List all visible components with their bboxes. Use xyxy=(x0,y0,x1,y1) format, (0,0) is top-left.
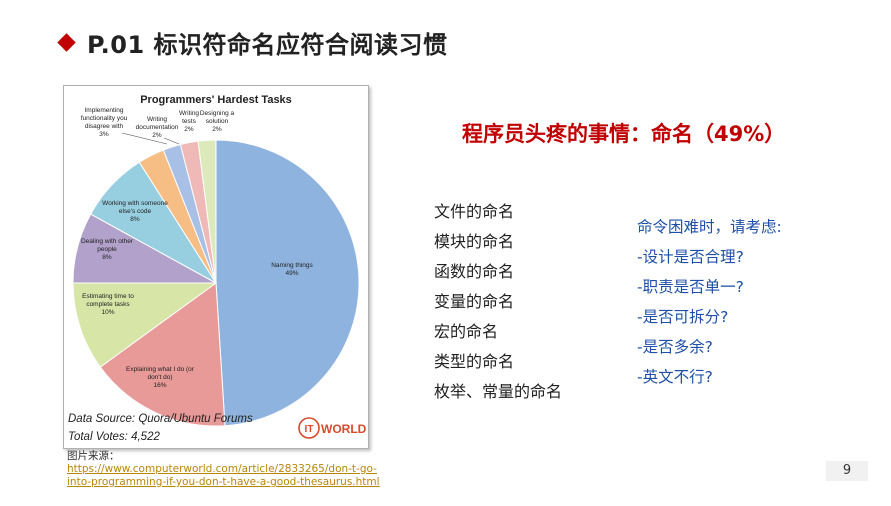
headline: 程序员头疼的事情：命名（49%） xyxy=(462,122,786,146)
pie-slice xyxy=(72,282,218,368)
pie-slice xyxy=(215,139,360,427)
slice-label: Naming things 49% xyxy=(271,262,313,277)
naming-list: 文件的命名 模块的命名 函数的命名 变量的命名 宏的命名 类型的命名 枚举、常量… xyxy=(434,197,562,407)
pie-slice xyxy=(197,139,217,284)
diamond-bullet-icon xyxy=(57,32,76,52)
list-item: 变量的命名 xyxy=(434,292,515,311)
leader-line xyxy=(121,132,168,145)
leader-line xyxy=(163,137,180,145)
page-number: 9 xyxy=(826,461,868,481)
list-item: 枚举、常量的命名 xyxy=(434,382,563,401)
advice-item: -设计是否合理? xyxy=(637,248,744,266)
chart-title: Programmers' Hardest Tasks xyxy=(140,94,292,106)
list-item: 函数的命名 xyxy=(434,262,515,281)
slice-label: Implementing functionality you disagree wi… xyxy=(81,107,128,138)
logo-world-text: WORLD xyxy=(321,422,367,436)
source-link-line2[interactable]: into-programming-if-you-don-t-have-a-goo… xyxy=(67,476,380,488)
source-link-line1[interactable]: https://www.computerworld.com/article/28… xyxy=(67,463,377,475)
advice-item: -职责是否单一? xyxy=(637,278,744,296)
advice-item: -是否可拆分? xyxy=(637,308,729,326)
list-item: 模块的命名 xyxy=(434,232,515,251)
chart-total-votes: Total Votes: 4,522 xyxy=(68,431,160,443)
chart-source-note: Data Source: Quora/Ubuntu Forums xyxy=(68,413,253,425)
slide-title: P.01 标识符命名应符合阅读习惯 xyxy=(87,30,448,59)
slice-label: Designing a solution 2% xyxy=(200,110,235,133)
advice-heading: 命令困难时，请考虑: xyxy=(637,218,782,236)
slice-label: Working with someone else's code 8% xyxy=(102,200,168,223)
slice-label: Explaining what I do (or don't do) 16% xyxy=(126,366,195,389)
slice-label: Estimating time to complete tasks 10% xyxy=(82,293,134,316)
image-source: 图片来源： https://www.computerworld.com/arti… xyxy=(67,450,380,489)
pie-chart-panel: Programmers' Hardest Tasks Naming things… xyxy=(63,85,369,449)
list-item: 宏的命名 xyxy=(434,322,499,341)
source-label: 图片来源： xyxy=(67,450,120,462)
advice-item: -是否多余? xyxy=(637,338,713,356)
logo-it-text: IT xyxy=(305,424,314,435)
advice-item: -英文不行? xyxy=(637,368,713,386)
slice-label: Dealing with other people 8% xyxy=(81,238,134,261)
slice-label: Writing documentation 2% xyxy=(136,116,179,139)
list-item: 类型的命名 xyxy=(434,352,515,371)
pie-chart: Programmers' Hardest Tasks Naming things… xyxy=(68,94,367,443)
advice-list: 命令困难时，请考虑: -设计是否合理? -职责是否单一? -是否可拆分? -是否… xyxy=(637,212,782,392)
slice-label: Writing tests 2% xyxy=(179,110,199,133)
list-item: 文件的命名 xyxy=(434,202,515,221)
itworld-logo-icon xyxy=(298,417,320,439)
title-row: P.01 标识符命名应符合阅读习惯 xyxy=(57,22,448,62)
pie-slice xyxy=(99,282,226,427)
